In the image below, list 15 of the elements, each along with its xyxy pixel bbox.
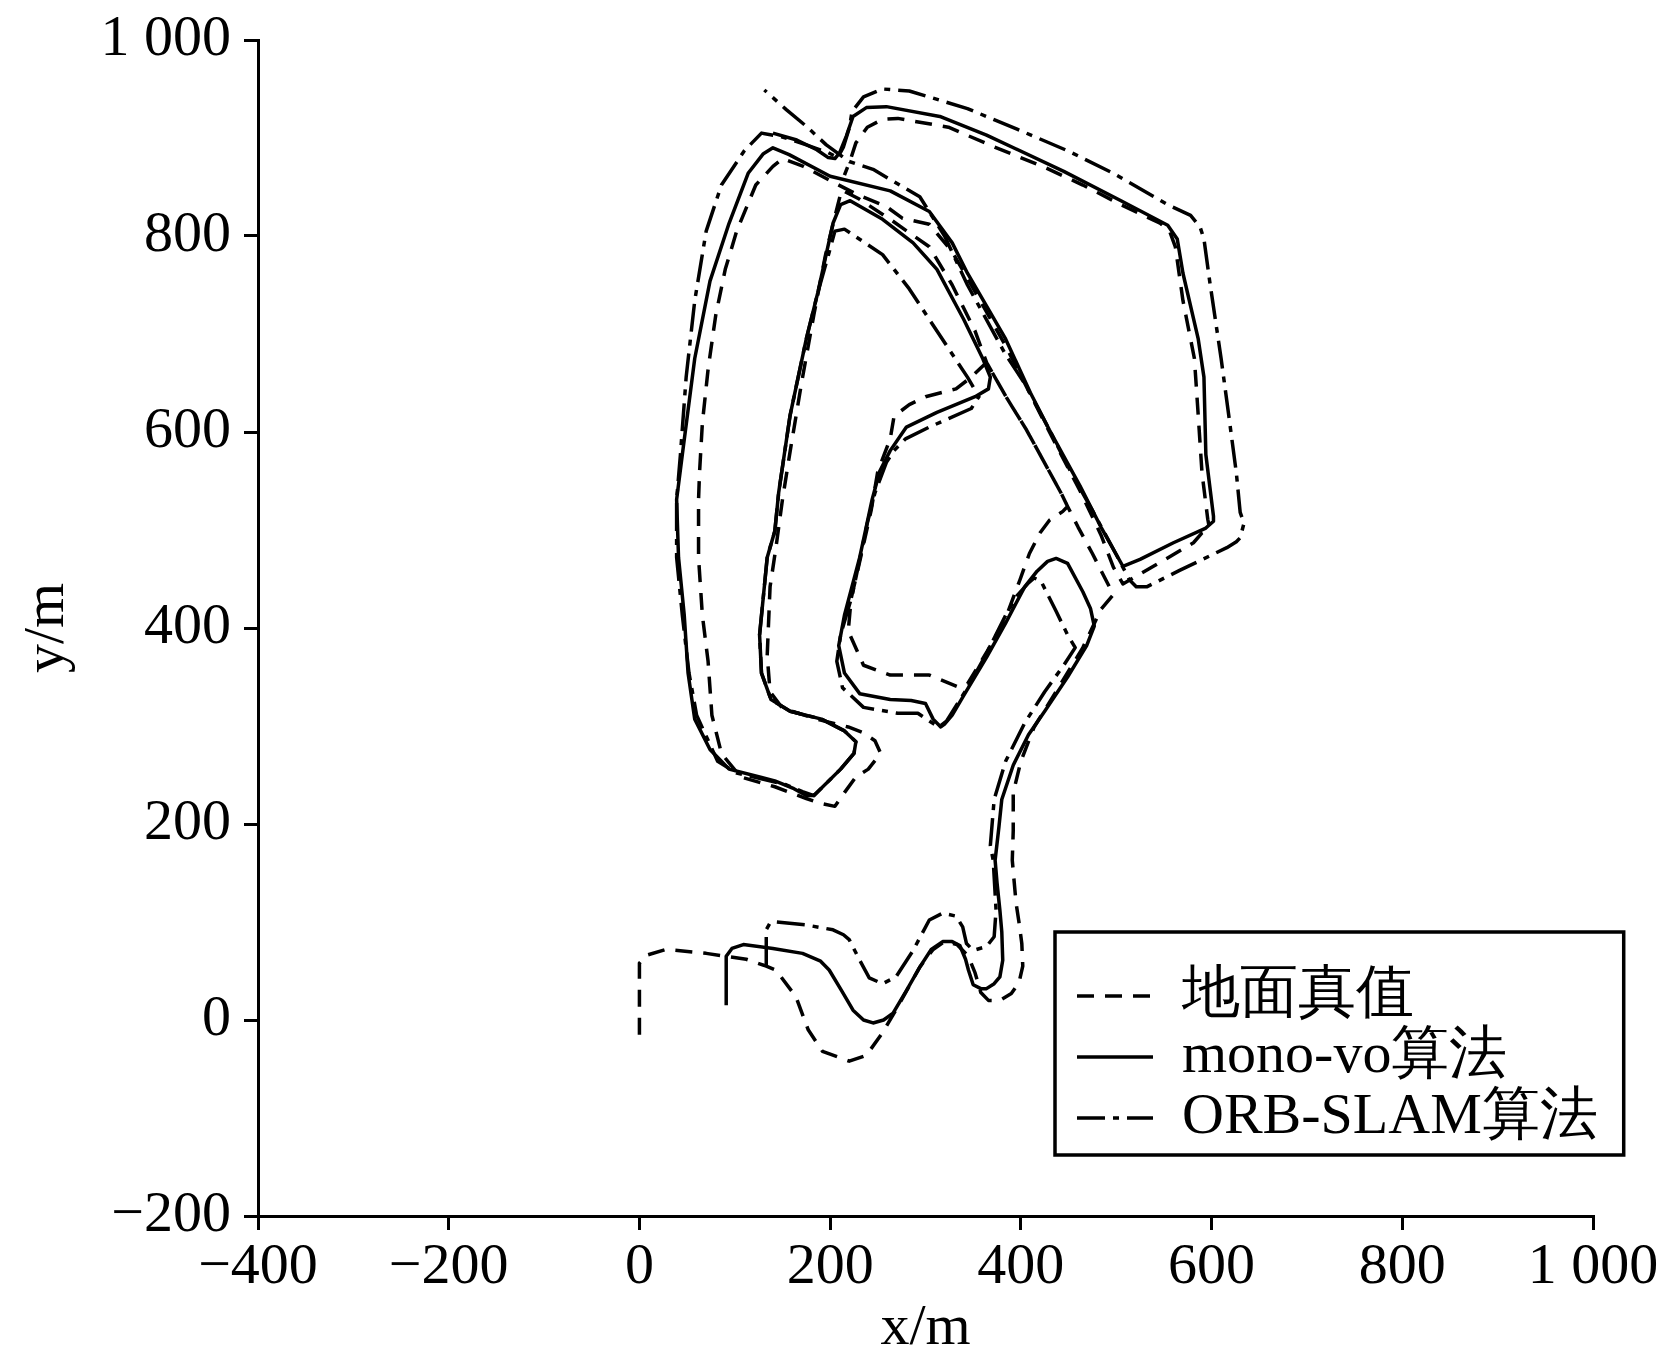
y-tick-label: 400 (144, 591, 231, 657)
x-tick-label: 800 (1358, 1231, 1446, 1297)
x-tick-label: 600 (1168, 1231, 1256, 1297)
y-axis-title: y/m (11, 582, 77, 674)
y-tick-label: 200 (144, 787, 231, 853)
y-tick-label: 600 (144, 395, 231, 461)
y-tick-label: 1 000 (100, 3, 231, 69)
x-tick-label: 1 000 (1527, 1231, 1659, 1297)
y-tick-label: 800 (144, 199, 231, 265)
y-tick-label: 0 (202, 983, 231, 1049)
x-axis-title: x/m (880, 1292, 971, 1358)
x-tick-label: 0 (624, 1231, 654, 1297)
x-tick-label: 400 (977, 1231, 1065, 1297)
x-tick-label: 200 (786, 1231, 874, 1297)
x-tick-label: −200 (388, 1231, 509, 1297)
